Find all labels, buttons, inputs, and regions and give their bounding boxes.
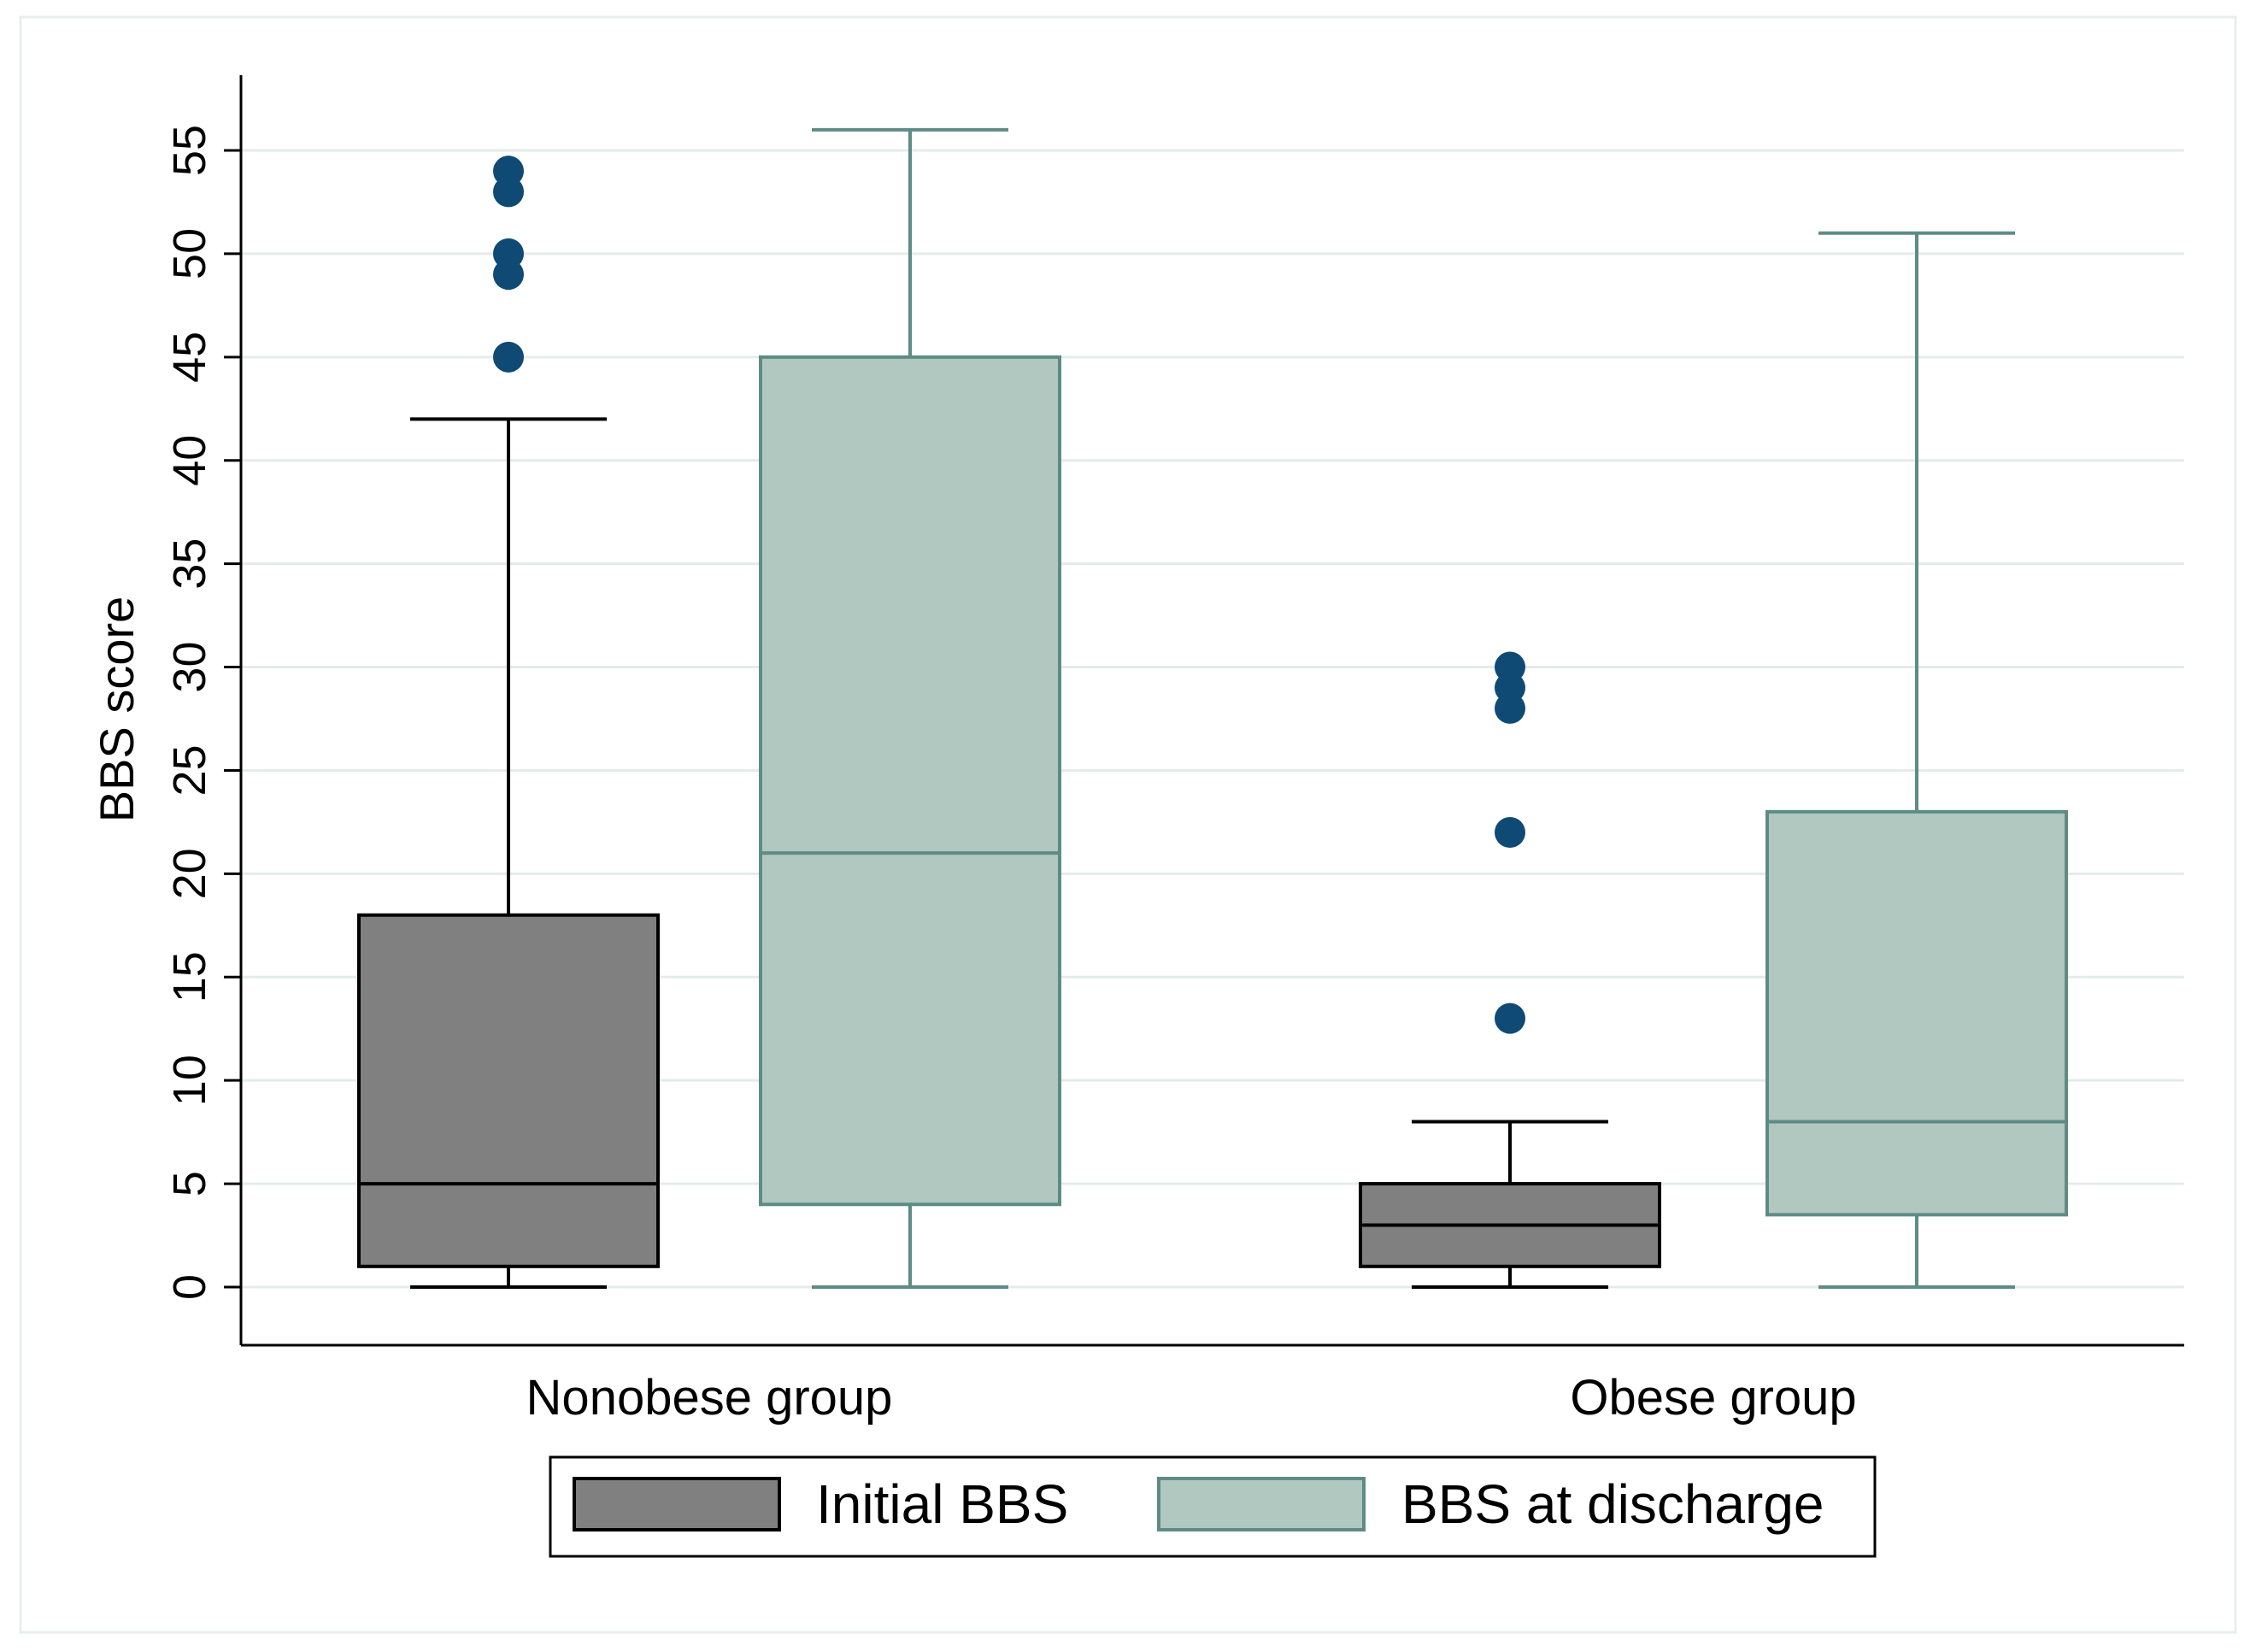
outlier-point — [493, 341, 524, 373]
y-tick-label-50: 50 — [164, 228, 215, 279]
outlier-point — [493, 238, 524, 269]
y-tick-label-15: 15 — [164, 951, 215, 1002]
iqr-box — [1765, 809, 2068, 1217]
legend-label-initial-bbs: Initial BBS — [816, 1473, 1068, 1535]
y-tick-label-25: 25 — [164, 744, 215, 796]
x-category-label-1: Obese group — [1570, 1370, 1856, 1426]
legend: Initial BBS BBS at discharge — [549, 1455, 1877, 1558]
boxes — [357, 127, 2068, 1289]
y-tick-label-5: 5 — [164, 1171, 215, 1196]
box-0-0 — [357, 156, 660, 1289]
y-tick-label-20: 20 — [164, 848, 215, 899]
legend-label-bbs-at-discharge: BBS at discharge — [1401, 1473, 1824, 1535]
y-axis-label: BBS score — [90, 597, 144, 823]
outlier-point — [1495, 651, 1525, 683]
y-ticks: 0 5 10 15 20 25 30 35 40 45 50 55 — [164, 125, 241, 1300]
x-category-labels: Nonobese group Obese group — [526, 1370, 1857, 1426]
y-tick-label-10: 10 — [164, 1055, 215, 1106]
y-tick-label-55: 55 — [164, 125, 215, 176]
iqr-box — [759, 355, 1061, 1207]
outlier-point — [1495, 817, 1525, 848]
outlier-point — [493, 156, 524, 187]
y-tick-label-30: 30 — [164, 642, 215, 693]
axes: BBS score — [90, 75, 2184, 1347]
y-tick-label-45: 45 — [164, 332, 215, 383]
y-tick-label-40: 40 — [164, 435, 215, 486]
iqr-box — [357, 913, 660, 1268]
x-category-label-0: Nonobese group — [526, 1370, 893, 1426]
box-1-1 — [1765, 231, 2068, 1289]
y-tick-label-0: 0 — [164, 1274, 215, 1300]
legend-swatch-bbs-at-discharge — [1157, 1477, 1366, 1531]
outlier-point — [1495, 1002, 1525, 1034]
box-0-1 — [1359, 651, 1661, 1289]
box-1-0 — [759, 127, 1061, 1289]
y-tick-label-35: 35 — [164, 538, 215, 590]
legend-swatch-initial-bbs — [573, 1477, 781, 1531]
